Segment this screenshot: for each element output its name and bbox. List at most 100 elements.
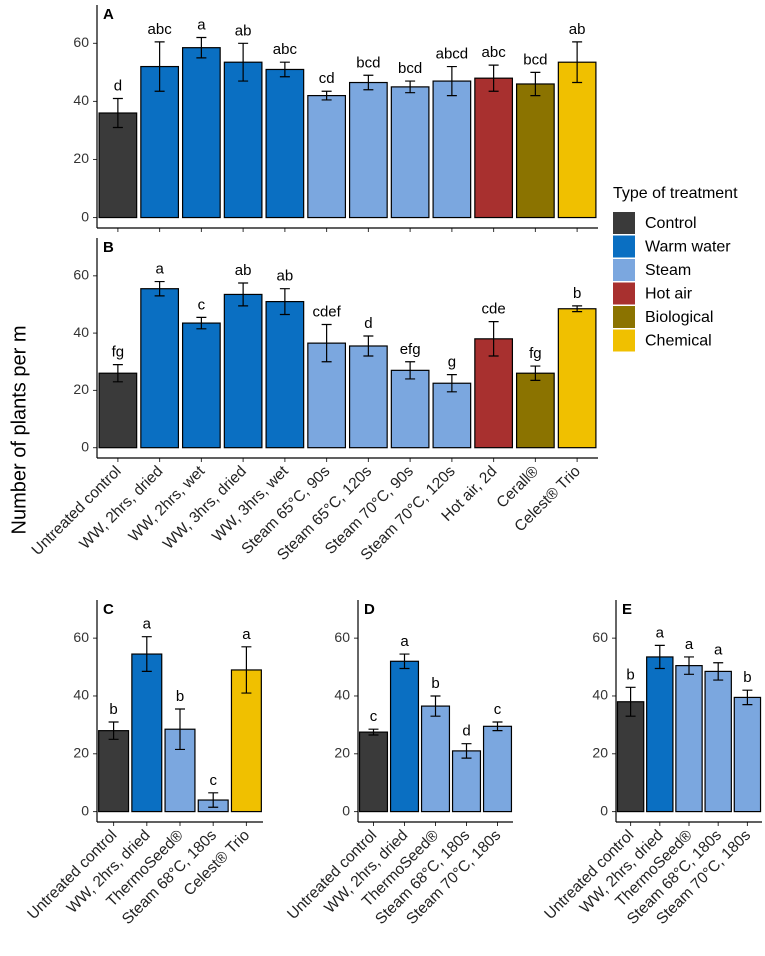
y-tick-label: 0 [81,438,89,454]
error-bar [530,365,541,381]
panel-label: D [364,601,375,618]
significance-letter: b [626,666,634,683]
bar [432,382,472,449]
bar [557,308,597,449]
significance-letter: a [197,17,206,34]
error-bar [399,653,410,670]
error-bar [405,361,416,380]
y-tick-label: 40 [73,92,89,108]
y-tick-label: 20 [73,381,89,397]
error-bar [241,646,252,694]
y-tick-label: 0 [81,802,89,818]
bar [358,731,389,813]
bar [390,369,430,449]
error-bar [154,280,165,297]
legend-swatch [613,306,635,328]
bar [557,61,597,219]
error-bar [279,61,290,78]
error-bar [461,743,472,759]
error-bar [446,374,457,393]
significance-letter: b [431,675,439,692]
error-bar [684,656,694,675]
bar [223,293,263,449]
significance-letter: g [448,354,456,371]
error-bar [112,364,123,383]
error-bar [154,41,165,92]
bar [307,94,347,219]
significance-letter: c [370,708,378,725]
bar [98,372,138,449]
error-bar [488,64,499,92]
error-bar [112,97,123,129]
significance-letter: d [114,77,122,94]
error-bar [238,282,249,307]
panel-label: B [103,239,114,256]
bar [474,338,514,449]
error-bar [572,305,583,313]
significance-letter: a [155,261,164,278]
significance-letter: abc [273,41,298,58]
significance-letter: d [364,315,372,332]
bar [131,653,163,813]
y-tick-label: 20 [73,744,89,760]
error-bar [742,689,753,706]
significance-letter: bcd [398,60,422,77]
significance-letter: a [656,624,665,641]
legend-swatch [613,235,635,258]
bar [432,80,472,219]
y-tick-label: 0 [600,802,608,818]
y-tick-label: 60 [592,629,608,645]
y-tick-label: 40 [73,324,89,340]
y-tick-label: 20 [334,744,350,760]
significance-letter: a [242,626,251,643]
error-bar [530,71,541,97]
significance-letter: abcd [436,46,469,63]
bar [265,300,305,449]
bar [515,372,555,449]
significance-letter: ab [569,21,586,38]
bar [515,83,555,219]
bar [482,725,513,813]
error-bar [196,36,207,59]
y-tick-label: 20 [592,744,608,760]
y-tick-label: 40 [73,687,89,703]
legend-swatch [613,282,635,305]
error-bar [654,644,665,670]
y-tick-label: 60 [73,629,89,645]
bar [474,77,514,219]
error-bar [363,335,374,357]
error-bar [492,721,503,732]
bar [181,322,221,449]
y-tick-label: 60 [73,267,89,283]
error-bar [208,792,219,808]
error-bar [108,721,119,740]
error-bar [446,65,457,97]
bar [389,660,420,813]
significance-letter: d [462,723,470,740]
legend-label: Biological [645,309,713,326]
significance-letter: abc [482,44,507,61]
bar [181,47,221,219]
significance-letter: b [176,688,184,705]
y-tick-label: 40 [334,687,350,703]
legend-label: Hot air [645,286,693,303]
bar [348,345,388,449]
y-tick-label: 40 [592,687,608,703]
significance-letter: ab [235,262,252,279]
significance-letter: fg [529,345,542,362]
bar [223,61,263,219]
legend-title: Type of treatment [613,185,738,202]
significance-letter: cde [482,301,506,318]
error-bar [196,316,207,330]
error-bar [279,288,290,316]
significance-letter: fg [112,344,125,361]
bar [265,68,305,219]
bar [98,730,130,813]
significance-letter: abc [148,21,173,38]
bar [675,665,703,813]
y-tick-label: 60 [334,629,350,645]
legend-swatch [613,259,635,281]
bar [704,670,732,813]
panel-label: C [103,601,114,618]
